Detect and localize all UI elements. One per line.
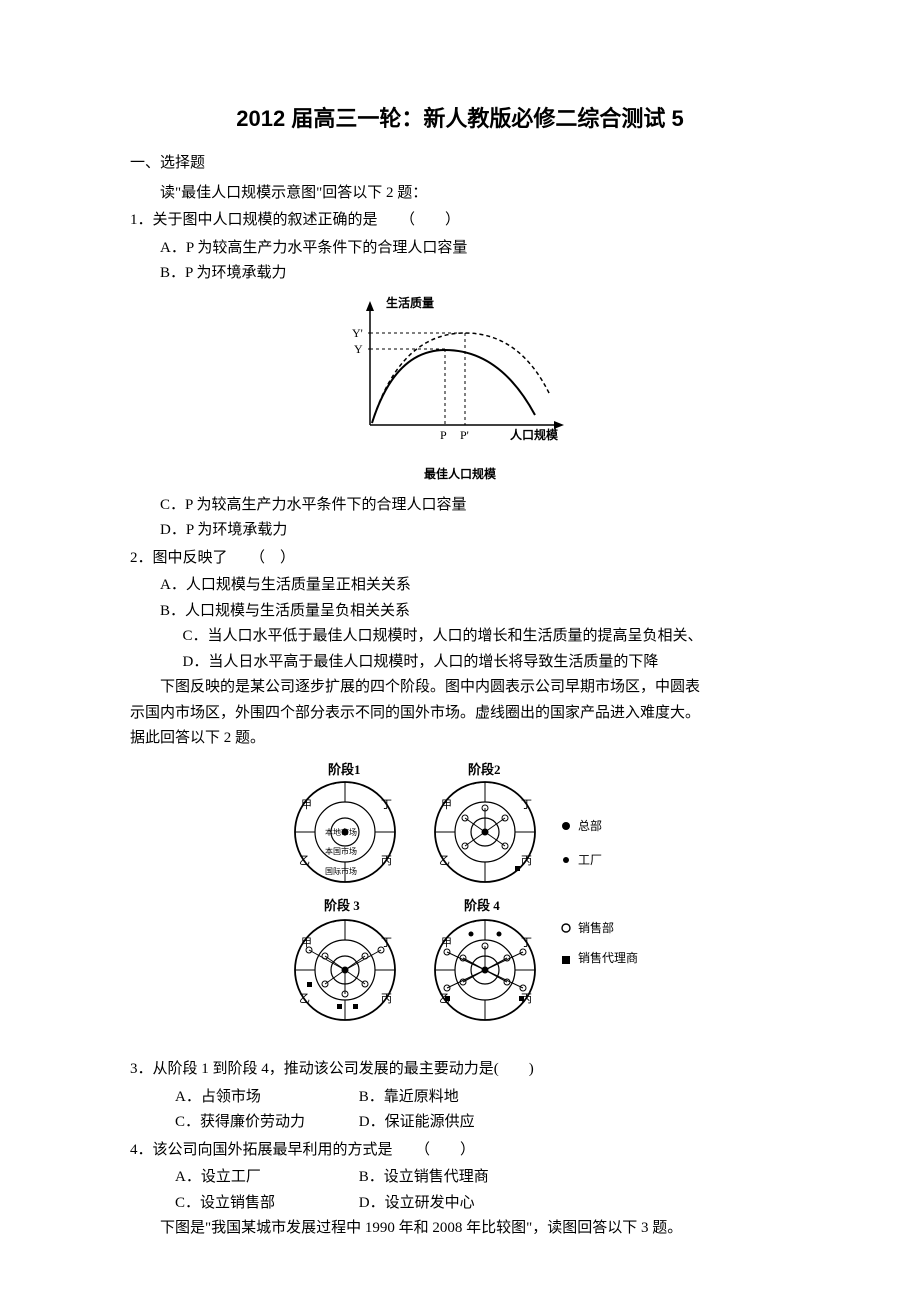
question-4-option-b: B．设立销售代理商 (359, 1165, 579, 1191)
svg-text:甲: 甲 (441, 799, 452, 811)
svg-text:阶段 4: 阶段 4 (464, 898, 500, 913)
svg-text:P': P' (460, 428, 469, 442)
question-1-option-b: B．P 为环境承载力 (160, 261, 790, 287)
section-heading: 一、选择题 (130, 151, 790, 177)
question-4-option-a: A．设立工厂 (175, 1165, 355, 1191)
svg-text:乙: 乙 (299, 854, 310, 867)
question-2-stem: 2．图中反映了 （ ） (130, 546, 790, 572)
svg-text:Y: Y (354, 342, 363, 356)
question-3-stem: 3．从阶段 1 到阶段 4，推动该公司发展的最主要动力是( ) (130, 1057, 790, 1083)
question-2-option-b: B．人口规模与生活质量呈负相关关系 (160, 599, 790, 625)
question-3-option-b: B．靠近原料地 (359, 1085, 579, 1111)
svg-text:生活质量: 生活质量 (386, 295, 434, 310)
question-2-option-c: C．当人口水平低于最佳人口规模时，人口的增长和生活质量的提高呈负相关、 (183, 624, 791, 650)
question-2-option-d: D．当人日水平高于最佳人口规模时，人口的增长将导致生活质量的下降 (183, 650, 791, 676)
svg-text:销售代理商: 销售代理商 (578, 950, 638, 965)
svg-text:丙: 丙 (521, 993, 532, 1005)
svg-text:丙: 丙 (521, 855, 532, 867)
svg-text:P: P (440, 428, 447, 442)
question-3-option-a: A．占领市场 (175, 1085, 355, 1111)
page-title: 2012 届高三一轮：新人教版必修二综合测试 5 (130, 100, 790, 137)
svg-text:销售部: 销售部 (578, 920, 614, 935)
question-2-option-a: A．人口规模与生活质量呈正相关关系 (160, 573, 790, 599)
svg-text:甲: 甲 (301, 937, 312, 949)
svg-text:乙: 乙 (299, 992, 310, 1005)
svg-text:丁: 丁 (381, 937, 392, 949)
question-1-stem: 1．关于图中人口规模的叙述正确的是 （ ） (130, 208, 790, 234)
question-3-option-c: C．获得廉价劳动力 (175, 1110, 355, 1136)
figure-2: 阶段1 甲 丁 乙 丙 本地市场 本国市场 国际市场 阶段2 甲 丁 乙 丙 阶… (130, 760, 790, 1050)
svg-text:本国市场: 本国市场 (325, 846, 357, 856)
svg-text:乙: 乙 (439, 992, 450, 1005)
intro-text-1: 读"最佳人口规模示意图"回答以下 2 题： (160, 181, 790, 207)
intro-text-2a: 下图反映的是某公司逐步扩展的四个阶段。图中内圆表示公司早期市场区，中圆表 (160, 675, 790, 701)
intro-text-2b: 示国内市场区，外围四个部分表示不同的国外市场。虚线圈出的国家产品进入难度大。 (130, 701, 790, 727)
svg-text:乙: 乙 (439, 854, 450, 867)
intro-text-2c: 据此回答以下 2 题。 (130, 726, 790, 752)
svg-text:丙: 丙 (381, 993, 392, 1005)
question-3-option-d: D．保证能源供应 (359, 1110, 579, 1136)
svg-text:丁: 丁 (381, 799, 392, 811)
svg-text:国际市场: 国际市场 (325, 866, 357, 876)
question-4-option-d: D．设立研发中心 (359, 1191, 579, 1217)
svg-text:工厂: 工厂 (578, 853, 602, 867)
figure-1-caption: 最佳人口规模 (130, 464, 790, 484)
svg-text:总部: 总部 (578, 818, 602, 833)
question-1-option-c: C．P 为较高生产力水平条件下的合理人口容量 (160, 493, 790, 519)
question-4-stem: 4．该公司向国外拓展最早利用的方式是 （ ） (130, 1138, 790, 1164)
svg-text:丁: 丁 (521, 937, 532, 949)
svg-text:甲: 甲 (441, 937, 452, 949)
svg-text:丁: 丁 (521, 799, 532, 811)
svg-text:阶段1: 阶段1 (328, 762, 361, 777)
intro-text-3: 下图是"我国某城市发展过程中 1990 年和 2008 年比较图"，读图回答以下… (160, 1216, 790, 1242)
question-1-option-a: A．P 为较高生产力水平条件下的合理人口容量 (160, 236, 790, 262)
svg-text:甲: 甲 (301, 799, 312, 811)
svg-text:阶段2: 阶段2 (468, 762, 501, 777)
figure-1: 生活质量 Y' Y P P' 人口规模 最佳人口规模 (130, 295, 790, 485)
svg-text:人口规模: 人口规模 (510, 427, 559, 442)
question-1-option-d: D．P 为环境承载力 (160, 518, 790, 544)
question-4-option-c: C．设立销售部 (175, 1191, 355, 1217)
svg-text:丙: 丙 (381, 855, 392, 867)
svg-text:Y': Y' (352, 326, 363, 340)
svg-text:阶段 3: 阶段 3 (324, 898, 360, 913)
svg-text:本地市场: 本地市场 (325, 827, 357, 837)
